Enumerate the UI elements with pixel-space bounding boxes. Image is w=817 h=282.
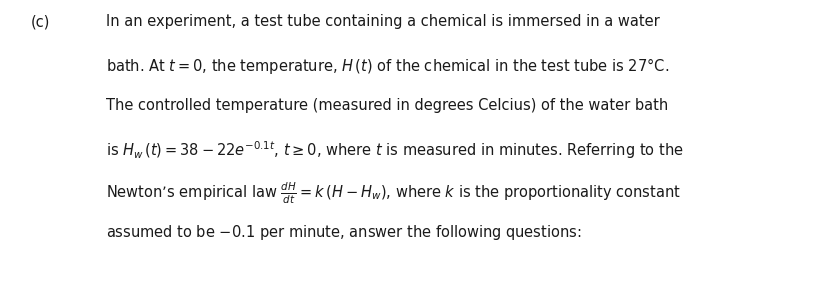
Text: bath. At $t = 0$, the temperature, $H\,(t)$ of the chemical in the test tube is : bath. At $t = 0$, the temperature, $H\,(…: [106, 56, 669, 76]
Text: assumed to be $-0.1$ per minute, answer the following questions:: assumed to be $-0.1$ per minute, answer …: [106, 223, 582, 242]
Text: is $H_w\,(t) = 38 - 22e^{-0.1t}$, $t \geq 0$, where $t$ is measured in minutes. : is $H_w\,(t) = 38 - 22e^{-0.1t}$, $t \ge…: [106, 139, 684, 161]
Text: (c): (c): [31, 14, 51, 29]
Text: The controlled temperature (measured in degrees Celcius) of the water bath: The controlled temperature (measured in …: [106, 98, 668, 113]
Text: Newton’s empirical law $\frac{dH}{dt} = k\,(H - H_w)$, where $k$ is the proporti: Newton’s empirical law $\frac{dH}{dt} = …: [106, 181, 681, 206]
Text: In an experiment, a test tube containing a chemical is immersed in a water: In an experiment, a test tube containing…: [106, 14, 660, 29]
